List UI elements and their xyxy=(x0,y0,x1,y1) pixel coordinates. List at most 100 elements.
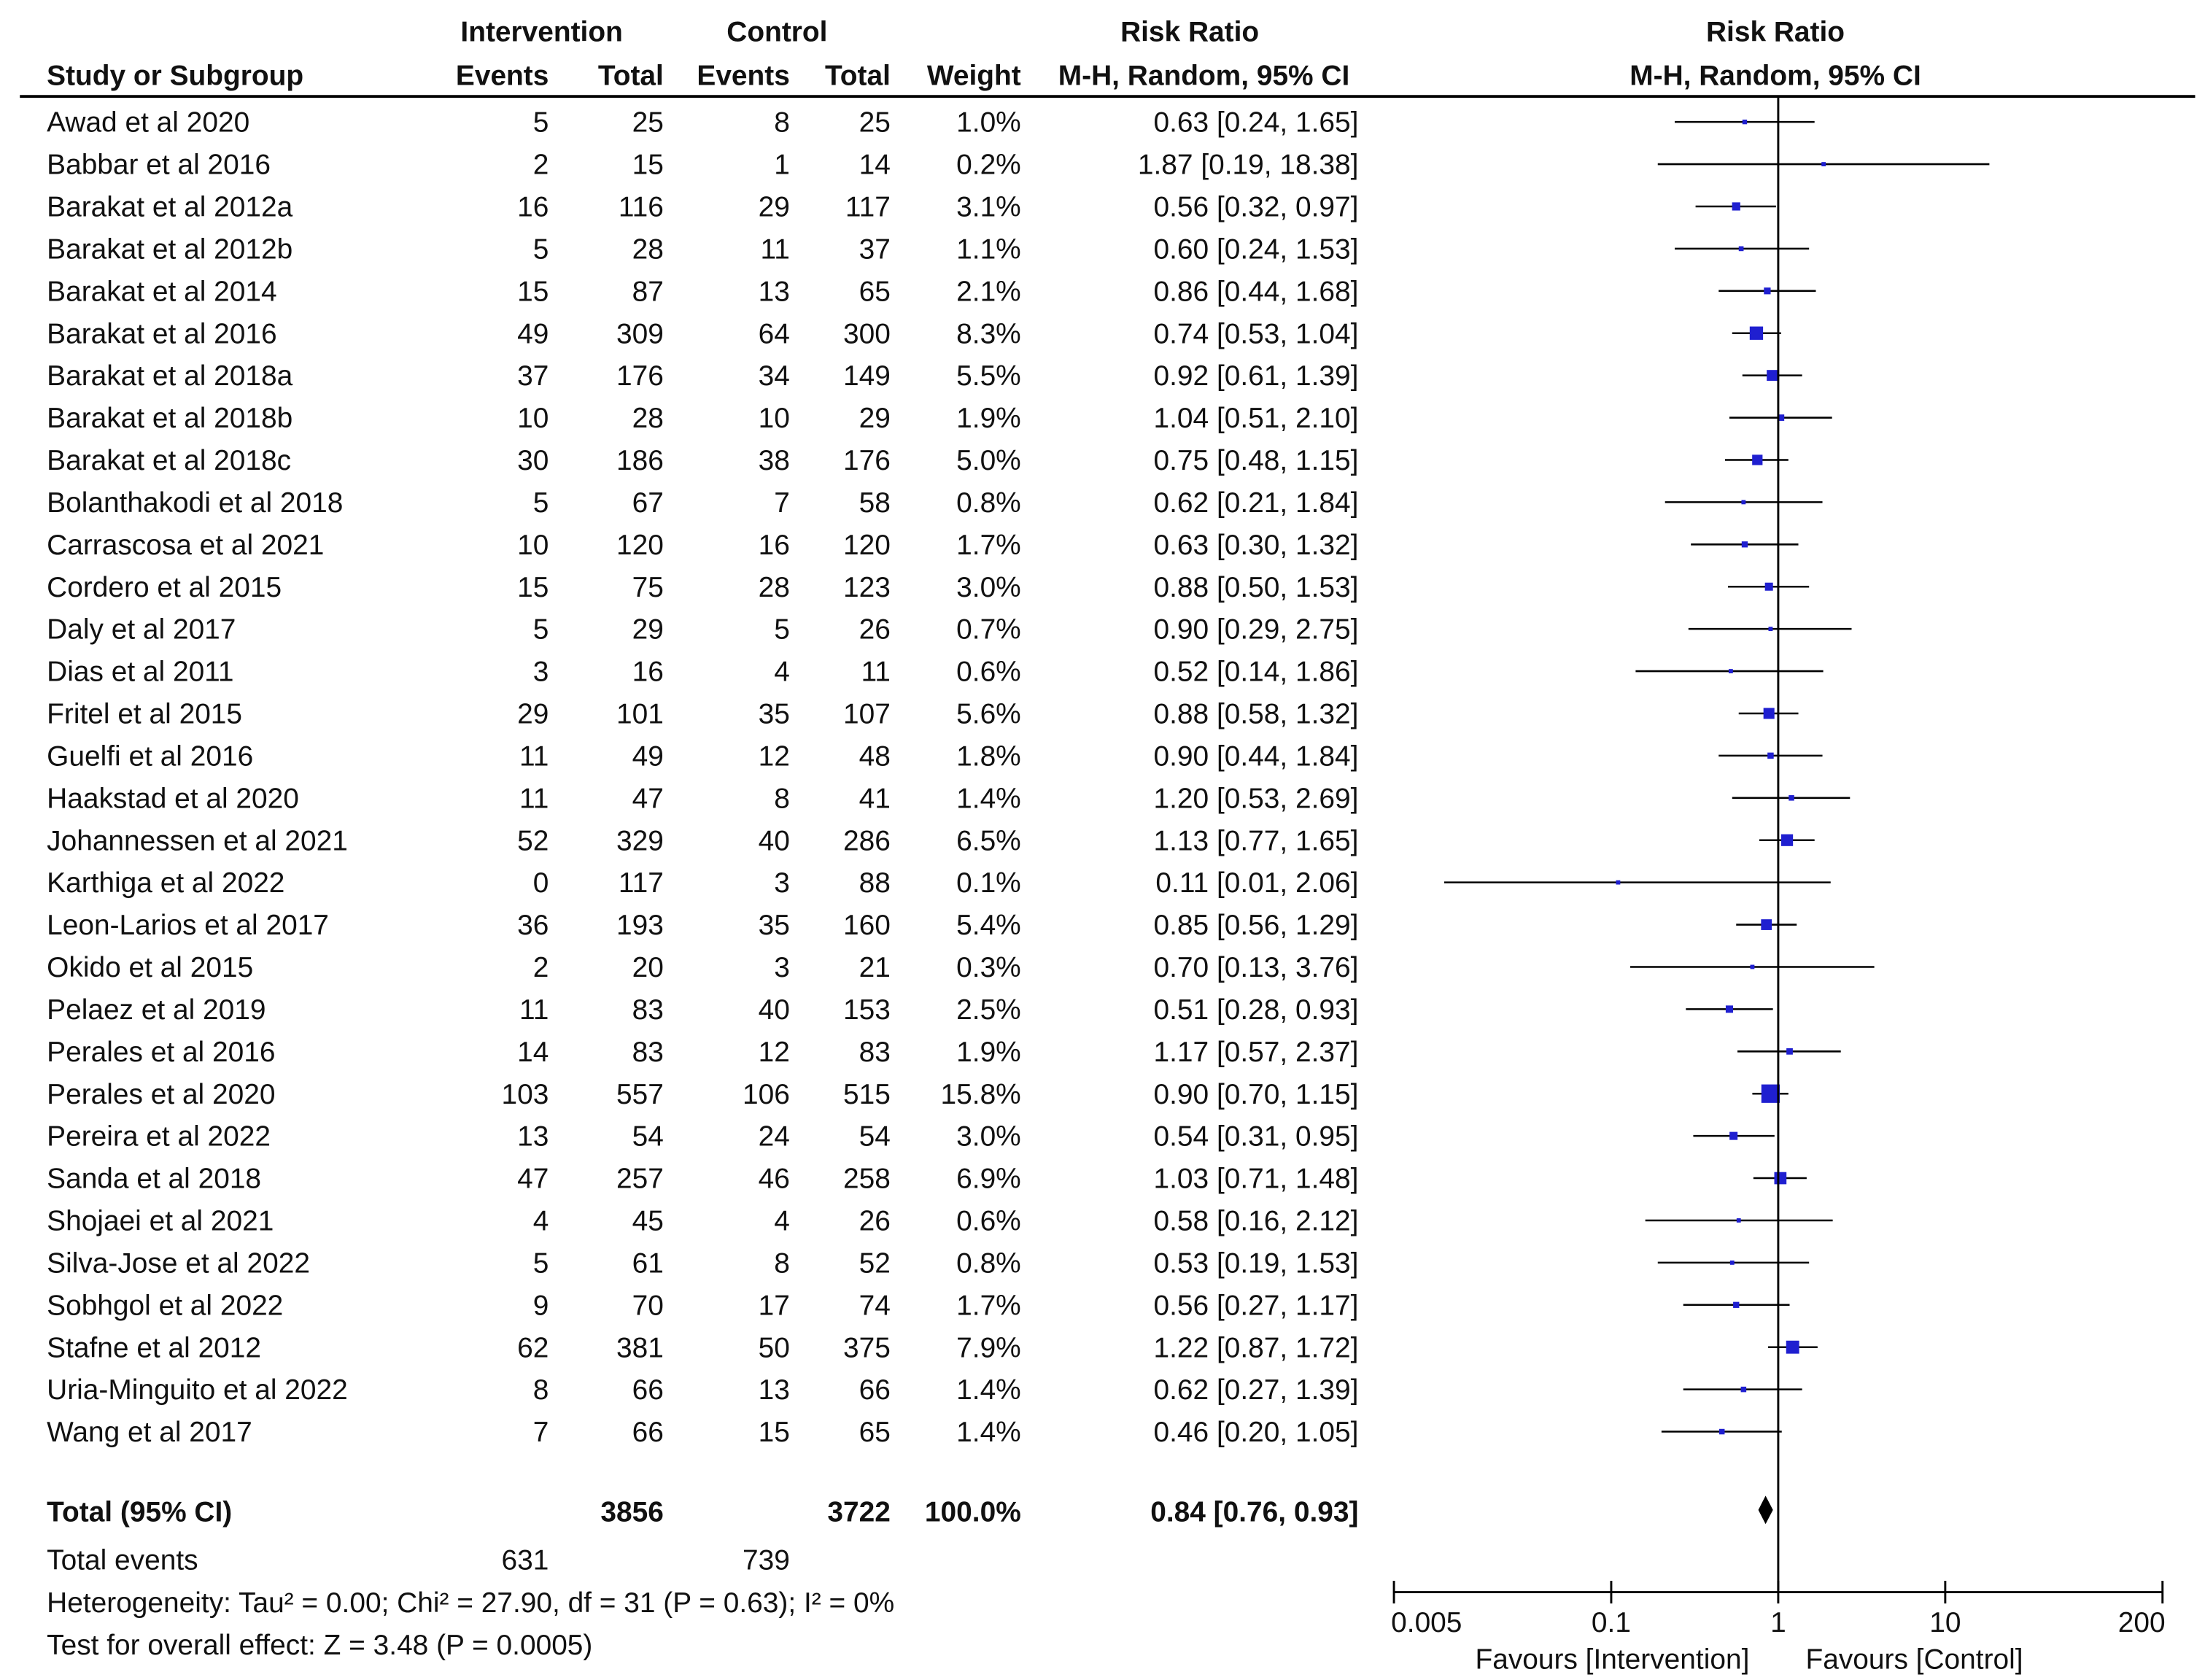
intervention-events: 16 xyxy=(517,192,549,223)
control-total: 300 xyxy=(843,318,891,349)
study-ci: 0.74 [0.53, 1.04] xyxy=(1154,318,1359,349)
control-total: 160 xyxy=(843,910,891,941)
intervention-total: 47 xyxy=(632,783,664,814)
header-method: M-H, Random, 95% CI xyxy=(1058,61,1349,92)
study-ci: 0.75 [0.48, 1.15] xyxy=(1154,445,1359,476)
point-estimate-marker xyxy=(1778,414,1785,421)
control-total: 54 xyxy=(859,1121,891,1153)
intervention-events: 5 xyxy=(533,107,549,139)
point-estimate-marker xyxy=(1728,669,1733,673)
intervention-events: 11 xyxy=(519,783,549,814)
control-total: 58 xyxy=(859,487,891,519)
study-rows: Awad et al 2020 5 25 8 25 1.0% 0.63 [0.24, 1.6… xyxy=(47,107,1358,1448)
study-weight: 1.1% xyxy=(956,233,1021,265)
control-events: 106 xyxy=(743,1079,790,1110)
study-ci: 0.63 [0.24, 1.65] xyxy=(1154,107,1359,139)
x-tick-label: 1 xyxy=(1770,1607,1786,1638)
summary-diamond xyxy=(1758,1495,1773,1525)
header-risk-ratio: Risk Ratio xyxy=(1120,16,1259,47)
control-total: 66 xyxy=(859,1374,891,1406)
intervention-events: 36 xyxy=(517,910,549,941)
study-weight: 1.7% xyxy=(956,1290,1021,1321)
study-name: Okido et al 2015 xyxy=(47,952,253,983)
study-weight: 7.9% xyxy=(956,1332,1021,1363)
study-weight: 6.5% xyxy=(956,825,1021,856)
header-risk-ratio-plot: Risk Ratio xyxy=(1706,16,1845,47)
intervention-events: 5 xyxy=(533,233,549,265)
study-name: Dias et al 2011 xyxy=(47,657,233,688)
control-events: 12 xyxy=(759,1037,790,1068)
study-name: Cordero et al 2015 xyxy=(47,572,282,603)
study-ci: 0.63 [0.30, 1.32] xyxy=(1154,530,1359,561)
total-events-intervention: 631 xyxy=(502,1544,549,1576)
point-estimate-marker xyxy=(1768,627,1773,632)
total-intervention: 3856 xyxy=(600,1496,663,1528)
header-control-total: Total xyxy=(825,61,891,92)
study-weight: 0.6% xyxy=(956,1206,1021,1237)
intervention-total: 257 xyxy=(616,1164,664,1195)
control-total: 65 xyxy=(859,276,891,307)
study-ci: 0.88 [0.58, 1.32] xyxy=(1154,699,1359,730)
study-name: Pereira et al 2022 xyxy=(47,1121,271,1153)
intervention-total: 120 xyxy=(616,530,664,561)
intervention-events: 29 xyxy=(517,699,549,730)
point-estimate-marker xyxy=(1736,1218,1741,1223)
control-total: 26 xyxy=(859,1206,891,1237)
control-total: 29 xyxy=(859,403,891,434)
study-weight: 5.6% xyxy=(956,699,1021,730)
study-ci: 0.46 [0.20, 1.05] xyxy=(1154,1417,1359,1448)
point-estimate-marker xyxy=(1761,919,1772,930)
intervention-events: 11 xyxy=(519,740,549,772)
study-ci: 1.87 [0.19, 18.38] xyxy=(1138,150,1359,181)
intervention-total: 20 xyxy=(632,952,664,983)
study-ci: 0.51 [0.28, 0.93] xyxy=(1154,994,1359,1026)
study-weight: 0.6% xyxy=(956,657,1021,688)
point-estimate-marker xyxy=(1761,1084,1780,1103)
point-estimate-marker xyxy=(1780,834,1794,846)
intervention-events: 0 xyxy=(533,867,549,899)
point-estimate-marker xyxy=(1729,1131,1738,1140)
intervention-total: 66 xyxy=(632,1374,664,1406)
study-name: Carrascosa et al 2021 xyxy=(47,530,324,561)
point-estimate-marker xyxy=(1729,1260,1735,1265)
intervention-events: 37 xyxy=(517,360,549,392)
intervention-events: 49 xyxy=(517,318,549,349)
x-label-favours-control: Favours [Control] xyxy=(1805,1644,2023,1676)
intervention-total: 66 xyxy=(632,1417,664,1448)
study-ci: 0.54 [0.31, 0.95] xyxy=(1154,1121,1359,1153)
control-events: 8 xyxy=(774,1247,790,1279)
control-total: 149 xyxy=(843,360,891,392)
intervention-events: 103 xyxy=(502,1079,549,1110)
control-events: 17 xyxy=(759,1290,790,1321)
control-total: 258 xyxy=(843,1164,891,1195)
study-ci: 0.56 [0.32, 0.97] xyxy=(1154,192,1359,223)
study-weight: 0.3% xyxy=(956,952,1021,983)
control-events: 3 xyxy=(774,867,790,899)
intervention-total: 117 xyxy=(619,867,664,899)
point-estimate-marker xyxy=(1741,500,1746,505)
study-ci: 0.92 [0.61, 1.39] xyxy=(1154,360,1359,392)
study-ci: 1.13 [0.77, 1.65] xyxy=(1154,825,1359,856)
control-total: 88 xyxy=(859,867,891,899)
point-estimate-marker xyxy=(1764,582,1773,591)
study-name: Karthiga et al 2022 xyxy=(47,867,284,899)
intervention-events: 5 xyxy=(533,614,549,646)
control-events: 13 xyxy=(759,1374,790,1406)
point-estimate-marker xyxy=(1786,1340,1799,1354)
study-ci: 1.20 [0.53, 2.69] xyxy=(1154,783,1359,814)
study-ci: 0.58 [0.16, 2.12] xyxy=(1154,1206,1359,1237)
control-total: 74 xyxy=(859,1290,891,1321)
intervention-events: 9 xyxy=(533,1290,549,1321)
control-total: 41 xyxy=(859,783,891,814)
study-name: Fritel et al 2015 xyxy=(47,699,242,730)
intervention-events: 8 xyxy=(533,1374,549,1406)
study-name: Silva-Jose et al 2022 xyxy=(47,1247,310,1279)
point-estimate-marker xyxy=(1764,287,1771,295)
plot-marks xyxy=(1443,98,1990,1591)
control-events: 4 xyxy=(774,1206,790,1237)
study-weight: 1.7% xyxy=(956,530,1021,561)
intervention-total: 101 xyxy=(616,699,664,730)
point-estimate-marker xyxy=(1821,162,1826,166)
header-intervention: Intervention xyxy=(460,16,622,47)
